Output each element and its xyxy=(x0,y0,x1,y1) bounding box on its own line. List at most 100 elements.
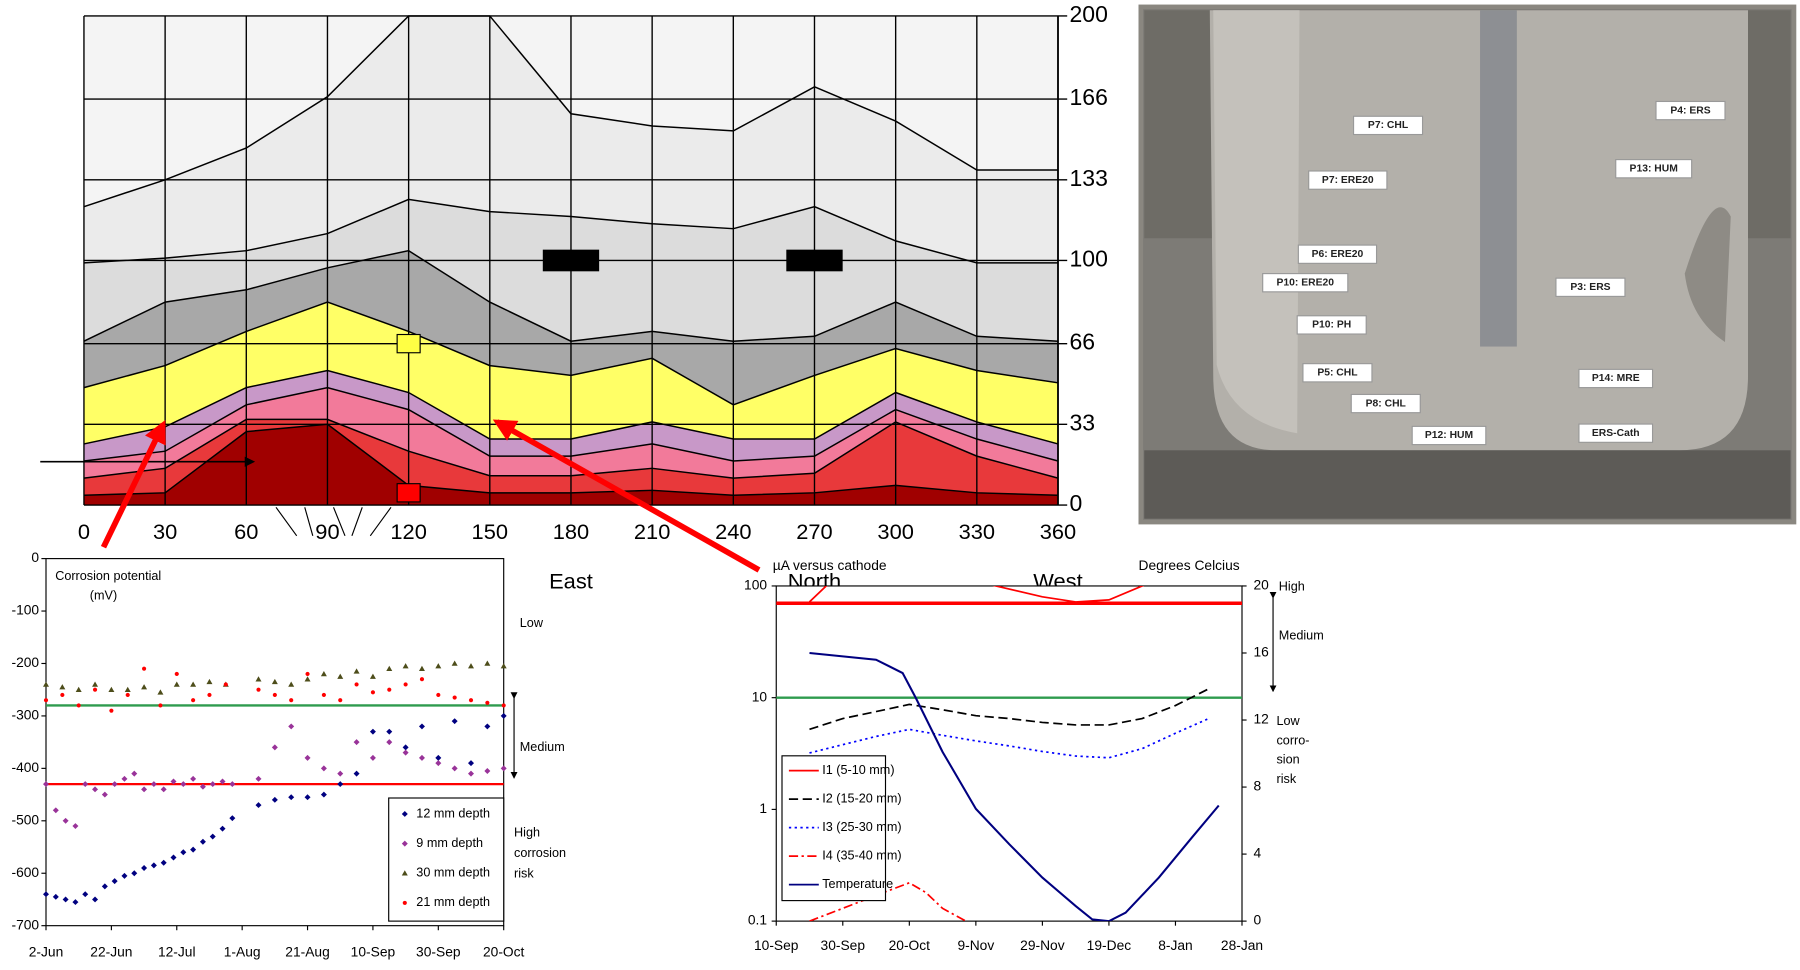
x-tick-label: 90 xyxy=(315,519,339,544)
point xyxy=(402,744,409,751)
x-tick-label: 20-Oct xyxy=(889,938,931,953)
label-box: P7: CHL xyxy=(1352,115,1424,136)
y-tick-label: 100 xyxy=(744,578,767,593)
label-box: P7: ERE20 xyxy=(1308,170,1388,190)
x-tick-label: 120 xyxy=(390,519,426,544)
label-box: P8: CHL xyxy=(1350,393,1421,414)
x-tick-label: 9-Nov xyxy=(957,938,994,953)
point xyxy=(353,668,360,674)
y-tick-label: 10 xyxy=(752,689,768,704)
sensor-marker xyxy=(542,249,600,272)
point xyxy=(190,681,197,687)
point xyxy=(484,660,491,666)
point xyxy=(142,666,147,671)
annotation: High xyxy=(1279,579,1305,593)
label-box: ERS-Cath xyxy=(1578,423,1654,443)
point xyxy=(160,786,167,793)
point xyxy=(304,794,311,801)
point xyxy=(72,899,79,906)
point xyxy=(272,692,277,697)
point xyxy=(180,781,187,788)
point xyxy=(72,823,79,830)
x-tick-label: 8-Jan xyxy=(1158,938,1193,953)
point xyxy=(337,781,344,788)
point xyxy=(320,765,327,772)
y2-tick-label: 8 xyxy=(1254,779,1262,794)
point xyxy=(173,681,180,687)
annotation: Medium xyxy=(1279,628,1324,642)
point xyxy=(418,665,425,672)
point xyxy=(92,687,98,692)
point xyxy=(158,703,163,708)
label-box: P6: ERE20 xyxy=(1297,244,1378,264)
sensor-marker xyxy=(396,333,421,354)
point xyxy=(402,749,409,756)
pointer-arrow xyxy=(100,419,166,549)
point xyxy=(170,854,177,861)
point xyxy=(337,770,344,777)
x-tick-label: 360 xyxy=(1040,519,1076,544)
x-tick-label: 0 xyxy=(78,519,90,544)
point xyxy=(141,786,148,793)
pole xyxy=(1209,10,1748,451)
y2-tick-label: 16 xyxy=(1254,645,1270,660)
point xyxy=(141,865,148,871)
photo-label: P8: CHL xyxy=(1366,398,1406,409)
point xyxy=(43,891,49,898)
x-tick-label: 30-Sep xyxy=(821,938,866,953)
x-tick-label: 12-Jul xyxy=(158,945,196,960)
point xyxy=(468,698,474,703)
point xyxy=(305,671,310,677)
point xyxy=(92,896,99,903)
decor xyxy=(100,419,1277,779)
legend-box xyxy=(388,797,505,922)
point xyxy=(111,878,118,885)
y2-tick-label: 20 xyxy=(1254,578,1270,593)
point xyxy=(484,723,491,730)
point xyxy=(170,778,177,785)
point xyxy=(304,754,311,761)
y-tick-label: 66 xyxy=(1070,329,1096,355)
point xyxy=(452,695,457,700)
point xyxy=(500,663,507,669)
point xyxy=(386,728,393,735)
point xyxy=(109,708,114,713)
point xyxy=(255,775,262,782)
point xyxy=(501,703,506,708)
label-box: P10: PH xyxy=(1296,315,1367,335)
point xyxy=(468,760,474,767)
plot-lines xyxy=(808,585,1220,922)
point xyxy=(288,723,295,730)
potential-chart: -700 -600 -500 -400 -300 -200 -100 0 2-Jun 22-Jun… xyxy=(11,550,566,959)
y-tick-label: 100 xyxy=(1070,246,1108,272)
leader-lines xyxy=(275,506,392,537)
ground xyxy=(1144,450,1791,519)
point xyxy=(304,676,311,682)
point xyxy=(131,870,138,877)
x-tick-label: 180 xyxy=(553,519,589,544)
stain xyxy=(1684,207,1731,342)
point xyxy=(219,778,226,785)
point xyxy=(160,859,167,866)
photo-label: ERS-Cath xyxy=(1592,428,1640,439)
legend-label: I2 (15-20 mm) xyxy=(822,792,901,806)
point xyxy=(451,718,458,725)
legend-swatch xyxy=(402,900,407,905)
point xyxy=(354,682,359,687)
photo-label: P12: HUM xyxy=(1425,430,1473,441)
label-box: P12: HUM xyxy=(1411,425,1487,446)
series-line xyxy=(809,688,1210,731)
y-tick-label: -700 xyxy=(11,917,39,932)
point xyxy=(419,677,425,682)
legend-label: 12 mm depth xyxy=(416,806,490,820)
series-line xyxy=(809,651,1220,922)
x-tick-label: 2-Jun xyxy=(29,945,64,960)
y-tick-label: -300 xyxy=(11,708,39,723)
annotation: corro- xyxy=(1277,733,1310,747)
point xyxy=(468,770,474,777)
point xyxy=(101,791,108,798)
axis-title: Corrosion potential xyxy=(55,569,161,583)
photo-label: P10: PH xyxy=(1312,320,1351,331)
